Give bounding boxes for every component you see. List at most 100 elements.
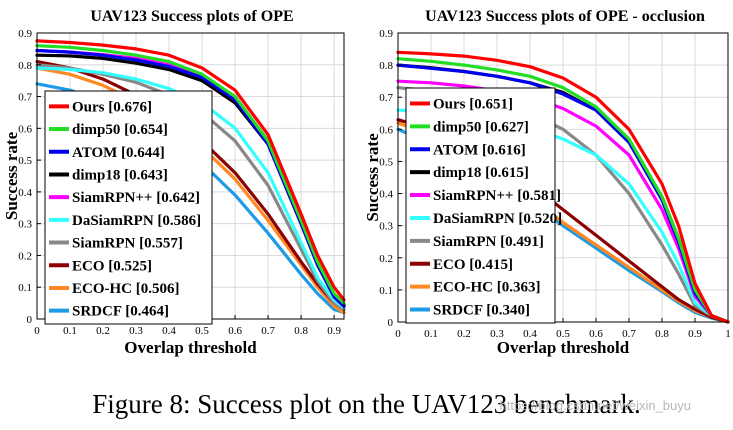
y-tick-label: 0.8 <box>379 60 393 72</box>
legend-score: 0.464 <box>130 304 164 320</box>
x-axis-label: Overlap threshold <box>124 338 257 357</box>
x-tick-label: 0.8 <box>294 325 308 337</box>
legend-score: 0.654 <box>129 122 163 138</box>
y-tick-label: 0.7 <box>18 92 32 104</box>
legend-series-name: ECO <box>72 258 105 274</box>
y-axis-label: Success rate <box>2 131 21 220</box>
legend-label: Ours [0.651] <box>433 96 513 112</box>
figure: 0 0.1 0.2 0.3 0.4 0.5 0.6 0.7 0.8 0.9 0 0.1 0.2 0.3 0.… <box>2 8 731 357</box>
legend-series-name: SRDCF <box>433 303 483 319</box>
legend-label: SRDCF [0.464] <box>72 304 169 320</box>
legend-label: DaSiamRPN [0.586] <box>72 213 201 229</box>
legend-series-name: DaSiamRPN <box>433 211 515 227</box>
legend-series-name: ECO-HC <box>433 280 493 296</box>
legend-entry: ECO [0.415] <box>410 257 513 273</box>
legend-label: dimp18 [0.615] <box>433 165 529 181</box>
legend-bracket-open: [ <box>466 96 475 112</box>
legend-label: ECO-HC [0.506] <box>72 281 180 297</box>
x-tick-label: 0.2 <box>457 328 471 340</box>
legend-bracket-close: ] <box>147 258 152 274</box>
legend-bracket-open: [ <box>152 190 161 206</box>
legend-bracket-close: ] <box>147 99 152 115</box>
x-tick-label: 0.5 <box>195 325 209 337</box>
series-line-dimp50 <box>35 44 346 305</box>
legend-entry: ECO-HC [0.506] <box>49 281 180 297</box>
x-tick-label: 0.6 <box>589 328 603 340</box>
success-plot-ope: 0 0.1 0.2 0.3 0.4 0.5 0.6 0.7 0.8 0.9 0 0.1 0.2 0.3 0.… <box>2 8 346 357</box>
legend-bracket-close: ] <box>163 122 168 138</box>
y-tick-label: 0.8 <box>18 60 32 72</box>
legend-bracket-close: ] <box>175 281 180 297</box>
y-tick-label: 0 <box>27 314 33 326</box>
legend-series-name: SiamRPN <box>72 236 136 252</box>
x-tick-label: 0 <box>34 325 40 337</box>
legend-score: 0.525 <box>113 258 147 274</box>
legend-label: ATOM [0.644] <box>72 145 165 161</box>
y-tick-label: 0.6 <box>18 123 32 135</box>
legend-series-name: dimp18 <box>433 165 481 181</box>
y-tick-label: 0.5 <box>18 155 32 167</box>
series-line-atom <box>396 63 730 324</box>
x-tick-label: 0.9 <box>688 328 702 340</box>
legend-series-name: DaSiamRPN <box>72 213 154 229</box>
legend-bracket-close: ] <box>556 188 561 204</box>
x-tick-label: 0 <box>395 328 401 340</box>
y-tick-label: 0.2 <box>379 253 393 265</box>
legend-bracket-open: [ <box>478 142 487 158</box>
legend-series-name: Ours <box>72 99 105 115</box>
legend-box <box>44 90 213 325</box>
legend-bracket-open: [ <box>135 236 144 252</box>
legend-bracket-open: [ <box>482 303 491 319</box>
legend-score: 0.506 <box>141 281 175 297</box>
chart-title: UAV123 Success plots of OPE <box>90 8 293 25</box>
legend-score: 0.581 <box>522 188 556 204</box>
watermark: https://blog.csdn.net/weixin_buyu <box>499 398 691 413</box>
legend-score: 0.363 <box>502 280 536 296</box>
x-tick-label: 0.2 <box>96 325 110 337</box>
legend-entry: DaSiamRPN [0.586] <box>49 213 201 229</box>
legend-score: 0.676 <box>113 99 147 115</box>
legend-bracket-open: [ <box>121 304 130 320</box>
legend-entry: SiamRPN++ [0.642] <box>49 190 200 206</box>
legend-bracket-open: [ <box>132 281 141 297</box>
y-tick-label: 0.9 <box>18 28 32 40</box>
legend-score: 0.616 <box>487 142 521 158</box>
x-tick-label: 0.8 <box>655 328 669 340</box>
legend-entry: ATOM [0.644] <box>49 145 165 161</box>
x-tick-label: 0.9 <box>327 325 341 337</box>
legend-bracket-open: [ <box>120 167 129 183</box>
legend-label: DaSiamRPN [0.520] <box>433 211 562 227</box>
legend-bracket-open: [ <box>513 188 522 204</box>
legend-score: 0.340 <box>491 303 525 319</box>
chart-title: UAV123 Success plots of OPE - occlusion <box>425 8 705 25</box>
legend-bracket-open: [ <box>493 280 502 296</box>
legend-score: 0.491 <box>505 234 539 250</box>
legend-score: 0.615 <box>490 165 524 181</box>
legend-entry: SiamRPN [0.557] <box>49 236 183 252</box>
legend-label: SiamRPN++ [0.642] <box>72 190 200 206</box>
legend-label: ECO [0.415] <box>433 257 513 273</box>
x-axis-label: Overlap threshold <box>497 338 630 357</box>
success-plot-occlusion: 0 0.1 0.2 0.3 0.4 0.5 0.6 0.7 0.8 0.9 0 0.1 0.2 0.3 0.… <box>363 8 731 357</box>
legend-label: SiamRPN [0.491] <box>433 234 544 250</box>
legend-bracket-close: ] <box>196 213 201 229</box>
legend-series-name: dimp50 <box>433 119 481 135</box>
x-tick-label: 0.7 <box>261 325 275 337</box>
legend-series-name: ATOM <box>72 145 117 161</box>
legend: Ours [0.651]dimp50 [0.627]ATOM [0.616]di… <box>405 87 562 324</box>
legend-bracket-open: [ <box>120 122 129 138</box>
legend-score: 0.586 <box>162 213 196 229</box>
series-line-dimp50 <box>396 57 730 324</box>
legend-entry: DaSiamRPN [0.520] <box>410 211 562 227</box>
legend-entry: Ours [0.651] <box>410 96 513 112</box>
legend-bracket-close: ] <box>557 211 562 227</box>
x-tick-label: 0.7 <box>622 328 636 340</box>
legend-label: SiamRPN [0.557] <box>72 236 183 252</box>
legend-score: 0.557 <box>144 236 178 252</box>
legend-series-name: Ours <box>433 96 466 112</box>
legend-score: 0.642 <box>161 190 195 206</box>
legend-series-name: SiamRPN <box>433 234 497 250</box>
legend-entry: ECO [0.525] <box>49 258 152 274</box>
legend-bracket-open: [ <box>154 213 163 229</box>
legend-label: ECO [0.525] <box>72 258 152 274</box>
